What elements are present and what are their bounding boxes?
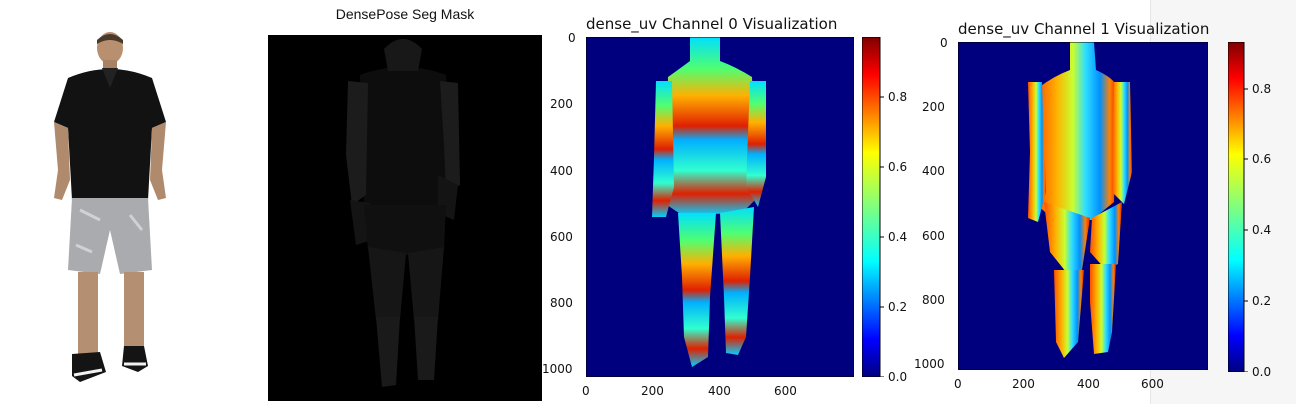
channel0-colorbar-tick: 0.4 xyxy=(888,230,908,244)
channel1-title: dense_uv Channel 1 Visualization xyxy=(958,20,1210,38)
channel1-plot xyxy=(958,42,1208,370)
channel1-colorbar-tick: 0.6 xyxy=(1252,152,1272,166)
channel1-colorbar-tick: 0.2 xyxy=(1252,294,1272,308)
channel0-colorbar xyxy=(862,37,884,377)
seg-mask-image xyxy=(268,35,542,401)
channel1-ytick-label: 600 xyxy=(922,229,945,243)
channel0-ytick-label: 0 xyxy=(568,31,576,45)
channel0-ytick-label: 400 xyxy=(550,164,573,178)
channel0-xtick-label: 400 xyxy=(708,384,731,398)
channel1-colorbar-tick: 0.4 xyxy=(1252,223,1272,237)
channel1-xtick-label: 400 xyxy=(1077,377,1100,391)
channel1-xtick-label: 200 xyxy=(1012,377,1035,391)
channel1-ytick-label: 200 xyxy=(922,100,945,114)
channel1-body-mask xyxy=(1028,42,1132,358)
channel1-ytick-label: 800 xyxy=(922,293,945,307)
channel0-xtick-label: 0 xyxy=(582,384,590,398)
channel0-colorbar-tick: 0.6 xyxy=(888,160,908,174)
channel0-xtick-label: 600 xyxy=(774,384,797,398)
channel0-colorbar-tick: 0.0 xyxy=(888,370,908,384)
channel1-colorbar-tick: 0.0 xyxy=(1252,365,1272,379)
channel0-colorbar-tick: 0.2 xyxy=(888,300,908,314)
channel0-title: dense_uv Channel 0 Visualization xyxy=(586,15,838,33)
channel0-plot xyxy=(586,37,854,377)
seg-mask-silhouette xyxy=(346,39,460,387)
channel0-ytick-label: 1000 xyxy=(542,362,573,376)
person-photo-illustration xyxy=(54,32,166,382)
channel1-ytick-label: 0 xyxy=(940,36,948,50)
person-photo xyxy=(40,30,180,390)
channel1-xtick-label: 600 xyxy=(1141,377,1164,391)
channel1-xtick-label: 0 xyxy=(954,377,962,391)
channel0-colorbar-tick: 0.8 xyxy=(888,90,908,104)
channel0-ytick-label: 800 xyxy=(550,296,573,310)
channel0-xtick-label: 200 xyxy=(641,384,664,398)
channel1-ytick-label: 1000 xyxy=(914,357,945,371)
channel1-colorbar-tick: 0.8 xyxy=(1252,82,1272,96)
channel1-colorbar xyxy=(1228,42,1248,372)
channel0-ytick-label: 200 xyxy=(550,97,573,111)
channel0-ytick-label: 600 xyxy=(550,230,573,244)
channel0-body-mask xyxy=(652,37,766,367)
channel1-ytick-label: 400 xyxy=(922,164,945,178)
seg-mask-title: DensePose Seg Mask xyxy=(335,6,475,22)
